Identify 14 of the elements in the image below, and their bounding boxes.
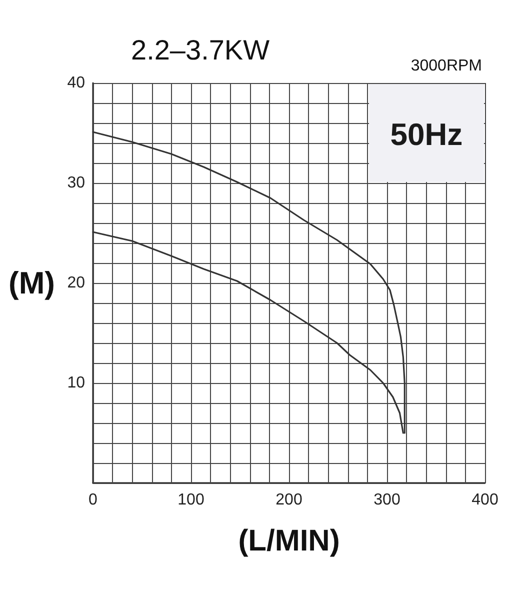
chart-title: 2.2–3.7KW <box>131 34 270 66</box>
x-tick-label: 200 <box>276 492 302 508</box>
y-tick-label: 10 <box>67 374 86 392</box>
x-tick-label: 400 <box>472 492 498 508</box>
x-axis-title: (L/MIN) <box>238 524 340 558</box>
annotation: 50Hz <box>390 117 463 152</box>
x-tick-label: 0 <box>88 492 98 508</box>
y-tick-label: 40 <box>67 74 86 92</box>
y-tick-label: 20 <box>67 274 86 292</box>
y-tick-label: 30 <box>67 174 86 192</box>
y-axis-title: (M) <box>8 266 55 300</box>
x-tick-label: 100 <box>178 492 204 508</box>
x-tick-label: 300 <box>374 492 400 508</box>
text: 3000RPM <box>410 58 482 74</box>
